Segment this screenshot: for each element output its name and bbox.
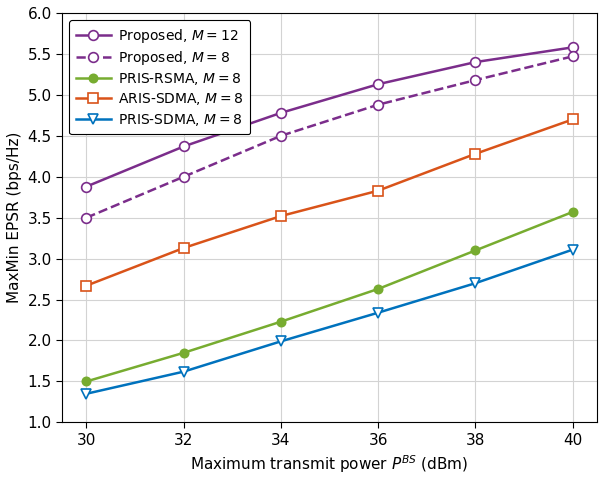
ARIS-SDMA, $M = 8$ bbox=[180, 245, 187, 251]
Line: PRIS-RSMA, $M = 8$: PRIS-RSMA, $M = 8$ bbox=[82, 208, 577, 386]
Proposed, $M = 8$ bbox=[180, 174, 187, 180]
Proposed, $M = 12$ bbox=[569, 44, 576, 50]
PRIS-RSMA, $M = 8$ bbox=[277, 319, 284, 324]
Proposed, $M = 12$ bbox=[277, 110, 284, 116]
PRIS-SDMA, $M = 8$ bbox=[569, 247, 576, 253]
Proposed, $M = 12$ bbox=[83, 184, 90, 189]
PRIS-RSMA, $M = 8$ bbox=[472, 248, 479, 254]
ARIS-SDMA, $M = 8$ bbox=[472, 151, 479, 157]
PRIS-RSMA, $M = 8$ bbox=[180, 350, 187, 356]
Legend: Proposed, $M = 12$, Proposed, $M = 8$, PRIS-RSMA, $M = 8$, ARIS-SDMA, $M = 8$, P: Proposed, $M = 12$, Proposed, $M = 8$, P… bbox=[69, 20, 251, 134]
PRIS-SDMA, $M = 8$ bbox=[83, 391, 90, 397]
Proposed, $M = 8$ bbox=[569, 54, 576, 59]
Y-axis label: MaxMin EPSR (bps/Hz): MaxMin EPSR (bps/Hz) bbox=[7, 132, 22, 303]
Proposed, $M = 12$ bbox=[180, 144, 187, 149]
PRIS-SDMA, $M = 8$ bbox=[180, 369, 187, 375]
PRIS-RSMA, $M = 8$ bbox=[569, 209, 576, 215]
Line: Proposed, $M = 12$: Proposed, $M = 12$ bbox=[82, 42, 577, 191]
PRIS-SDMA, $M = 8$ bbox=[374, 310, 382, 316]
Line: ARIS-SDMA, $M = 8$: ARIS-SDMA, $M = 8$ bbox=[82, 115, 577, 291]
Proposed, $M = 8$ bbox=[83, 215, 90, 221]
Proposed, $M = 8$ bbox=[277, 133, 284, 139]
PRIS-RSMA, $M = 8$ bbox=[374, 286, 382, 292]
ARIS-SDMA, $M = 8$ bbox=[277, 213, 284, 219]
Line: PRIS-SDMA, $M = 8$: PRIS-SDMA, $M = 8$ bbox=[82, 245, 577, 399]
ARIS-SDMA, $M = 8$ bbox=[569, 117, 576, 122]
Line: Proposed, $M = 8$: Proposed, $M = 8$ bbox=[82, 52, 577, 223]
ARIS-SDMA, $M = 8$ bbox=[83, 283, 90, 289]
ARIS-SDMA, $M = 8$ bbox=[374, 188, 382, 194]
Proposed, $M = 8$ bbox=[374, 102, 382, 107]
X-axis label: Maximum transmit power $P^{BS}$ (dBm): Maximum transmit power $P^{BS}$ (dBm) bbox=[190, 454, 469, 475]
PRIS-SDMA, $M = 8$ bbox=[472, 280, 479, 286]
Proposed, $M = 12$ bbox=[472, 59, 479, 65]
PRIS-RSMA, $M = 8$ bbox=[83, 378, 90, 384]
Proposed, $M = 12$ bbox=[374, 81, 382, 87]
Proposed, $M = 8$ bbox=[472, 77, 479, 83]
PRIS-SDMA, $M = 8$ bbox=[277, 338, 284, 344]
